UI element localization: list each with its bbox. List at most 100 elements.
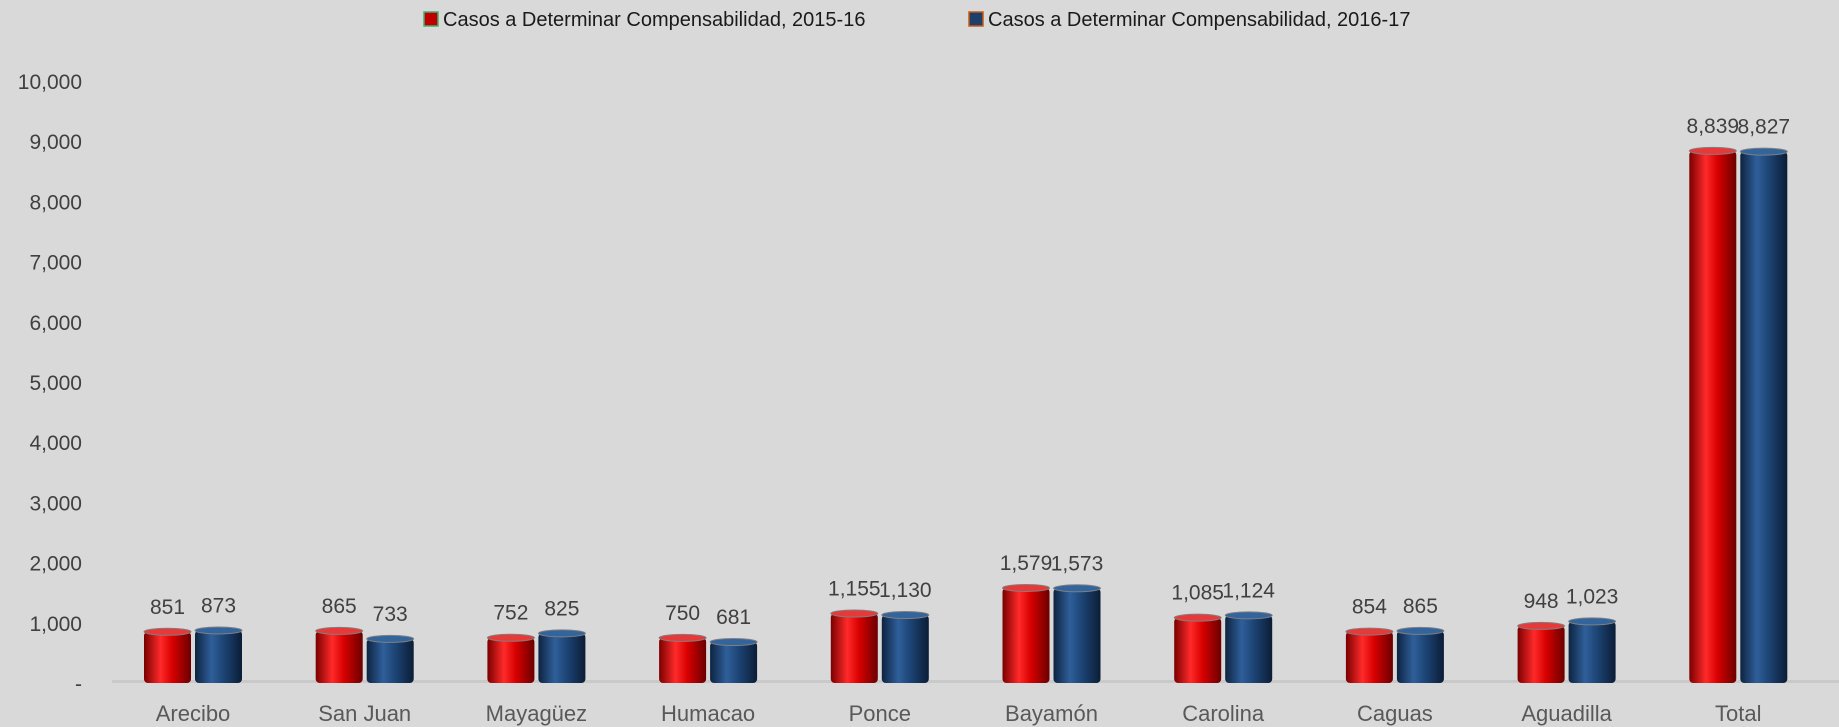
bar <box>1053 584 1101 683</box>
bars: 851 873 865 733 752 825 750 6811,1551,1301,5791… <box>143 115 1791 683</box>
bar <box>1173 613 1222 683</box>
bar-body <box>144 631 191 683</box>
bar-body <box>315 630 363 683</box>
bar-top <box>1224 611 1273 620</box>
bar <box>366 634 415 683</box>
bar <box>1224 611 1273 683</box>
bar-body <box>1174 617 1222 683</box>
x-category-label: Aguadilla <box>1521 701 1612 726</box>
bar-body <box>1740 151 1788 683</box>
x-category-label: Ponce <box>849 701 911 726</box>
bar-top <box>194 626 243 635</box>
data-label: 873 <box>201 594 236 617</box>
data-label: 8,839 <box>1687 115 1740 138</box>
data-label: 8,827 <box>1738 116 1791 139</box>
bar-top <box>1688 146 1737 155</box>
data-label: 851 <box>150 596 185 619</box>
x-category-label: Bayamón <box>1005 701 1098 726</box>
bar-top <box>1173 613 1222 622</box>
y-tick-label: 5,000 <box>29 372 82 395</box>
bar-body <box>1689 150 1737 683</box>
legend-swatch-2015-16 <box>423 11 439 27</box>
bar-body <box>366 638 414 683</box>
data-label: 854 <box>1352 596 1387 619</box>
data-label: 681 <box>716 606 751 629</box>
y-tick-label: 9,000 <box>29 131 82 154</box>
bar-body <box>1002 587 1050 683</box>
bar <box>315 626 364 683</box>
legend-label-2016-17: Casos a Determinar Compensabilidad, 2016… <box>988 9 1410 31</box>
y-tick-label: 1,000 <box>29 613 82 636</box>
bar-top <box>1002 583 1050 592</box>
bar <box>709 638 758 683</box>
bar <box>537 629 586 683</box>
legend-swatch-2016-17 <box>968 11 984 27</box>
data-label: 1,124 <box>1222 579 1275 602</box>
data-label: 752 <box>493 602 528 625</box>
bar-body <box>881 614 929 683</box>
bar-body <box>1053 588 1101 683</box>
bar-top <box>366 634 415 643</box>
x-category-label: San Juan <box>318 701 411 726</box>
bar <box>881 610 930 683</box>
bar-top <box>1345 627 1394 636</box>
y-tick-label: 8,000 <box>29 191 82 214</box>
bar <box>486 633 535 683</box>
bar-body <box>1517 625 1565 683</box>
bar-top <box>1517 621 1566 630</box>
y-tick-label: 3,000 <box>29 492 82 515</box>
data-label: 1,579 <box>1000 552 1053 575</box>
y-tick-label: 6,000 <box>29 312 82 335</box>
bar-body <box>195 630 242 683</box>
bar-top <box>881 610 930 619</box>
bar-body <box>487 637 535 683</box>
bar-top <box>830 609 879 618</box>
x-category-label: Mayagüez <box>486 701 588 726</box>
data-label: 865 <box>322 595 357 618</box>
bar <box>1568 617 1617 683</box>
bar <box>830 609 879 683</box>
bar-body <box>1396 630 1444 683</box>
bar-top <box>537 629 586 638</box>
bar <box>1396 626 1445 683</box>
bar-top <box>315 626 364 635</box>
bar-body <box>1568 621 1616 683</box>
data-label: 825 <box>544 597 579 620</box>
x-category-label: Arecibo <box>156 701 231 726</box>
x-category-label: Caguas <box>1357 701 1433 726</box>
bar-body <box>1345 631 1393 683</box>
y-tick-label: - <box>75 673 82 696</box>
y-tick-label: 4,000 <box>29 432 82 455</box>
bar <box>143 627 192 683</box>
data-label: 733 <box>373 603 408 626</box>
bar <box>1688 146 1737 683</box>
data-label: 948 <box>1524 590 1559 613</box>
y-tick-label: 7,000 <box>29 252 82 275</box>
y-axis: - 1,000 2,000 3,000 4,000 5,000 6,000 7,000 8,00… <box>18 71 82 696</box>
data-label: 1,085 <box>1171 582 1224 605</box>
bar <box>1739 147 1788 683</box>
bar-top <box>1396 626 1445 635</box>
data-label: 865 <box>1403 595 1438 618</box>
bar-body <box>830 613 878 683</box>
x-category-label: Total <box>1715 701 1761 726</box>
data-label: 750 <box>665 602 700 625</box>
bar-body <box>538 633 586 683</box>
bar <box>658 633 707 683</box>
bar-top <box>1568 617 1617 626</box>
x-category-label: Humacao <box>661 701 755 726</box>
bar <box>194 626 243 683</box>
legend: Casos a Determinar Compensabilidad, 2015… <box>423 9 1410 31</box>
bar-top <box>1053 584 1101 593</box>
bar-body <box>1225 615 1273 683</box>
bar-top <box>143 627 192 636</box>
data-label: 1,573 <box>1051 552 1104 575</box>
legend-label-2015-16: Casos a Determinar Compensabilidad, 2015… <box>443 9 865 31</box>
bar-top <box>1739 147 1788 156</box>
bar <box>1345 627 1394 683</box>
bar <box>1002 583 1050 683</box>
bar-top <box>658 633 707 642</box>
data-label: 1,130 <box>879 579 932 602</box>
x-axis: Arecibo San Juan Mayagüez Humacao Ponce Bayam… <box>156 701 1762 726</box>
